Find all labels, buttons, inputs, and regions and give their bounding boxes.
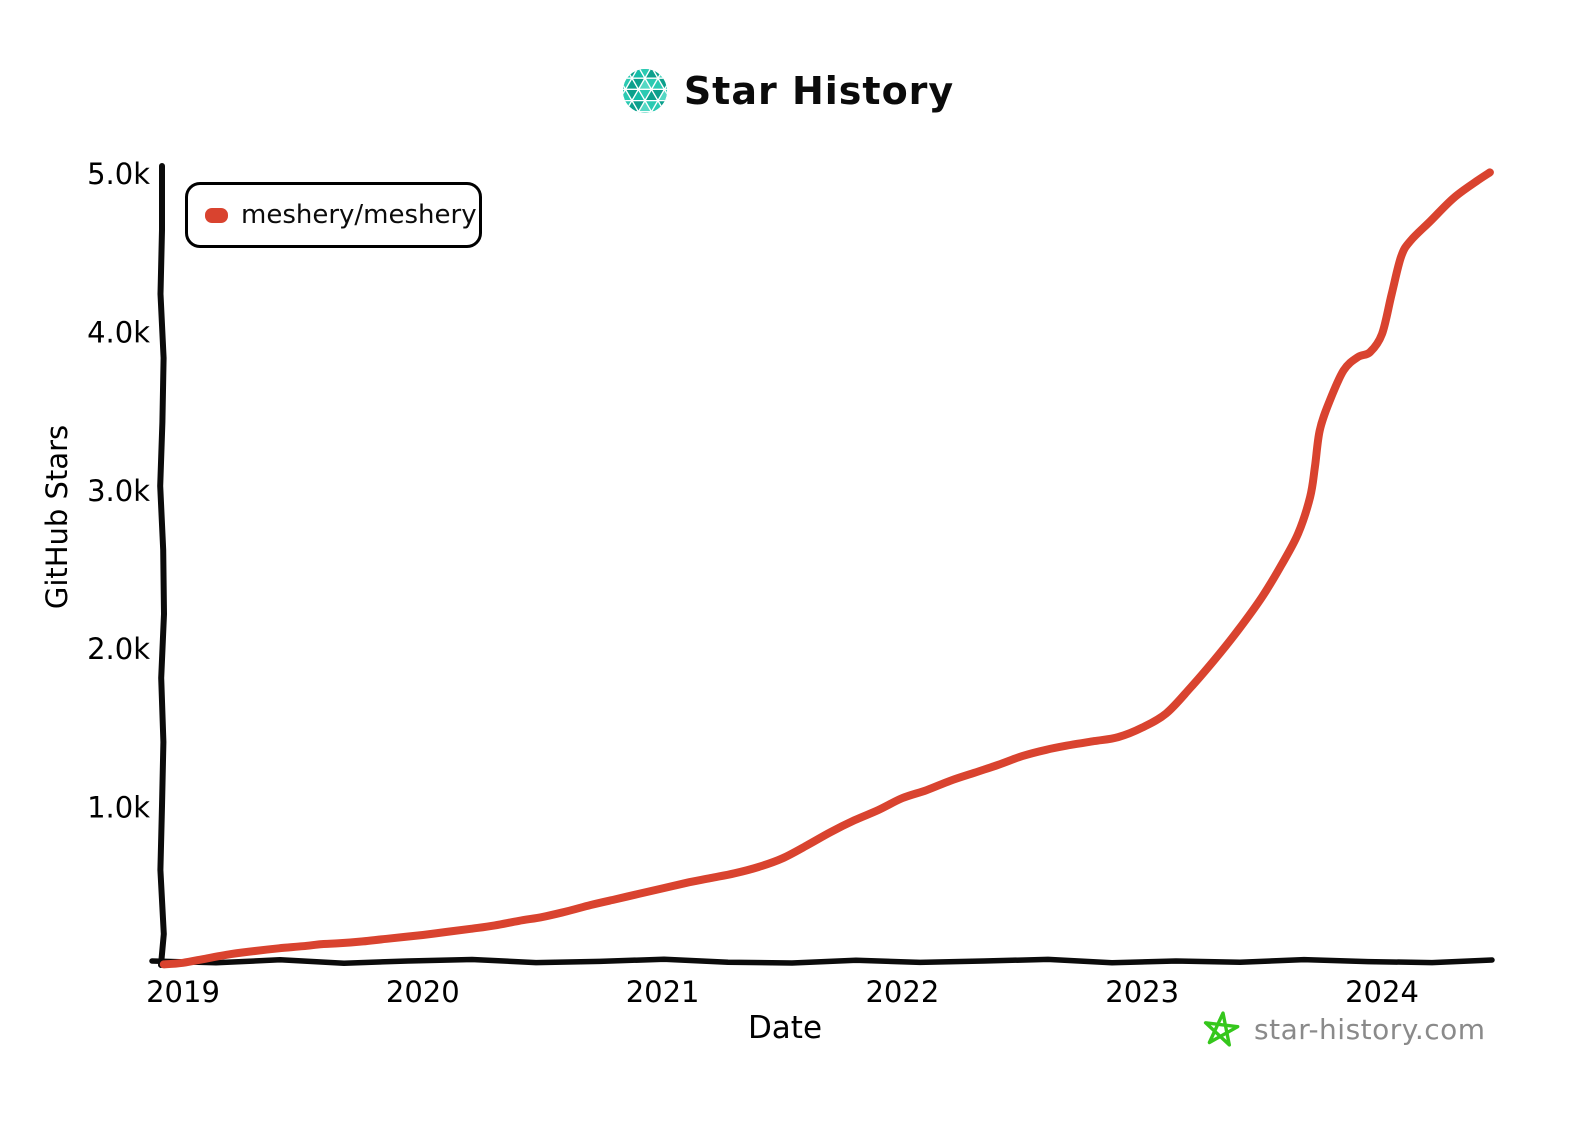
x-tick-label: 2019 (146, 975, 220, 1009)
series-line-meshery (159, 168, 1494, 969)
page-title: Star History (683, 69, 955, 113)
legend-label-meshery: meshery/meshery (241, 200, 477, 230)
star-doodle-icon (1203, 1011, 1240, 1047)
y-tick-label: 2.0k (87, 632, 150, 666)
legend-box: meshery/meshery (185, 182, 482, 248)
y-tick-label: 4.0k (87, 315, 150, 349)
series-line-path (159, 168, 1494, 969)
chart-header: Star History (0, 68, 1576, 114)
footer-site-link[interactable]: star-history.com (1254, 1012, 1486, 1046)
y-tick-label: 1.0k (87, 791, 150, 825)
y-tick-label: 3.0k (87, 474, 150, 508)
x-tick-label: 2020 (386, 975, 460, 1009)
y-axis-tick-labels: 1.0k 2.0k 3.0k 4.0k 5.0k (87, 157, 150, 825)
x-tick-label: 2022 (865, 975, 939, 1009)
x-tick-label: 2023 (1105, 975, 1179, 1009)
star-history-logo-icon (622, 69, 667, 113)
y-axis-title: GitHub Stars (40, 424, 74, 610)
x-axis-title: Date (747, 1010, 823, 1046)
y-axis-line (157, 163, 167, 968)
footer-branding: star-history.com (1200, 1008, 1486, 1050)
y-tick-label: 5.0k (87, 157, 150, 191)
x-axis-line (149, 956, 1495, 966)
axes (149, 163, 1495, 968)
legend-marker-meshery (205, 207, 228, 223)
x-tick-label: 2024 (1345, 975, 1419, 1009)
x-tick-label: 2021 (626, 975, 700, 1009)
x-axis-tick-labels: 2019 2020 2021 2022 2023 2024 (146, 975, 1419, 1009)
